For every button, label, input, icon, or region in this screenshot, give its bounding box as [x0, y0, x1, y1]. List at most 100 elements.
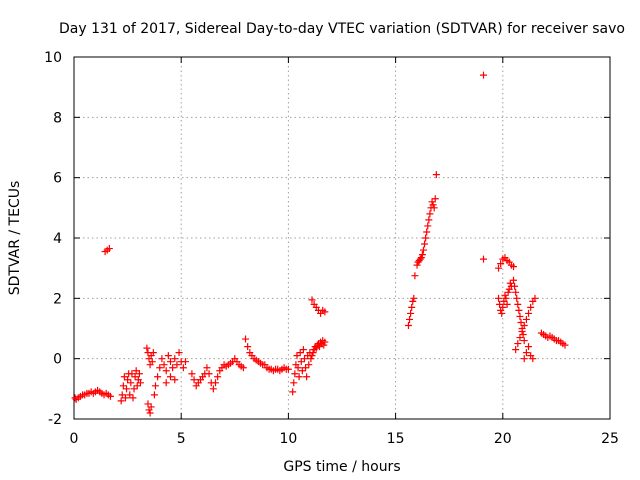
data-point — [419, 246, 427, 254]
data-point — [162, 379, 170, 387]
data-point — [417, 254, 425, 262]
data-point — [118, 391, 126, 399]
y-axis-label: SDTVAR / TECUs — [7, 181, 23, 296]
data-point — [428, 198, 436, 206]
data-point — [307, 355, 315, 363]
data-point — [294, 364, 302, 372]
data-point — [209, 385, 217, 393]
data-point — [517, 318, 525, 326]
data-point — [106, 392, 114, 400]
data-point — [214, 373, 222, 381]
data-point — [129, 394, 137, 402]
data-point — [169, 364, 177, 372]
data-point — [136, 379, 144, 387]
data-point — [123, 385, 131, 393]
data-point — [303, 373, 311, 381]
data-point — [144, 400, 152, 408]
data-point — [146, 409, 154, 417]
data-point — [520, 321, 528, 329]
x-axis-label: GPS time / hours — [283, 459, 400, 475]
data-point — [480, 255, 488, 263]
data-point — [164, 352, 172, 360]
data-point — [501, 291, 509, 299]
data-point — [173, 361, 181, 369]
data-point — [423, 228, 431, 236]
data-point — [147, 403, 155, 411]
data-point — [312, 344, 320, 352]
data-point — [244, 343, 252, 351]
data-point — [295, 373, 303, 381]
data-point — [531, 294, 539, 302]
data-point — [133, 382, 141, 390]
data-point — [432, 171, 440, 179]
data-point — [510, 276, 518, 284]
data-point — [289, 388, 297, 396]
data-point — [284, 365, 292, 373]
data-point — [143, 344, 151, 352]
data-point — [119, 382, 127, 390]
data-point — [162, 367, 170, 375]
axis-ticks — [73, 56, 611, 420]
data-point — [519, 331, 527, 339]
x-tick-label: 10 — [279, 431, 297, 447]
data-point — [495, 294, 503, 302]
data-point — [525, 343, 533, 351]
data-point — [171, 355, 179, 363]
y-tick-label: -2 — [48, 412, 62, 428]
data-point — [497, 260, 505, 268]
data-point — [506, 279, 514, 287]
data-point — [150, 391, 158, 399]
data-point — [480, 71, 488, 79]
data-point — [298, 367, 306, 375]
data-point — [171, 376, 179, 384]
data-point — [406, 315, 414, 323]
data-point — [291, 370, 299, 378]
y-tick-label: 6 — [53, 171, 62, 187]
data-point — [498, 309, 506, 317]
data-point — [130, 385, 138, 393]
data-point — [166, 358, 174, 366]
data-point — [408, 303, 416, 311]
data-point — [205, 370, 213, 378]
data-point — [511, 282, 519, 290]
data-point — [321, 338, 329, 346]
data-point — [135, 370, 143, 378]
data-point — [297, 358, 305, 366]
data-point — [203, 364, 211, 372]
data-point — [190, 376, 198, 384]
data-point — [499, 303, 507, 311]
data-point — [300, 355, 308, 363]
data-point — [527, 303, 535, 311]
data-point — [413, 261, 421, 269]
data-point — [510, 263, 518, 271]
data-point — [516, 312, 524, 320]
data-point — [513, 294, 521, 302]
data-point — [160, 361, 168, 369]
data-point — [302, 364, 310, 372]
y-tick-label: 10 — [44, 50, 62, 66]
data-point — [514, 340, 522, 348]
data-points — [71, 71, 569, 417]
data-point — [426, 210, 434, 218]
data-point — [320, 341, 328, 349]
data-point — [148, 358, 156, 366]
data-point — [166, 373, 174, 381]
chart-title: Day 131 of 2017, Sidereal Day-to-day VTE… — [59, 21, 625, 37]
data-point — [117, 397, 125, 405]
data-point — [188, 370, 196, 378]
data-point — [418, 251, 426, 259]
grid-lines — [74, 57, 610, 419]
data-point — [126, 391, 134, 399]
y-tick-label: 4 — [53, 231, 62, 247]
data-point — [512, 346, 520, 354]
data-point — [422, 234, 430, 242]
data-point — [296, 349, 304, 357]
y-tick-label: 2 — [53, 291, 62, 307]
x-tick-label: 20 — [494, 431, 512, 447]
data-point — [503, 300, 511, 308]
data-point — [514, 300, 522, 308]
x-tick-label: 0 — [70, 431, 79, 447]
data-point — [121, 394, 129, 402]
data-point — [431, 195, 439, 203]
y-tick-label: 8 — [53, 110, 62, 126]
